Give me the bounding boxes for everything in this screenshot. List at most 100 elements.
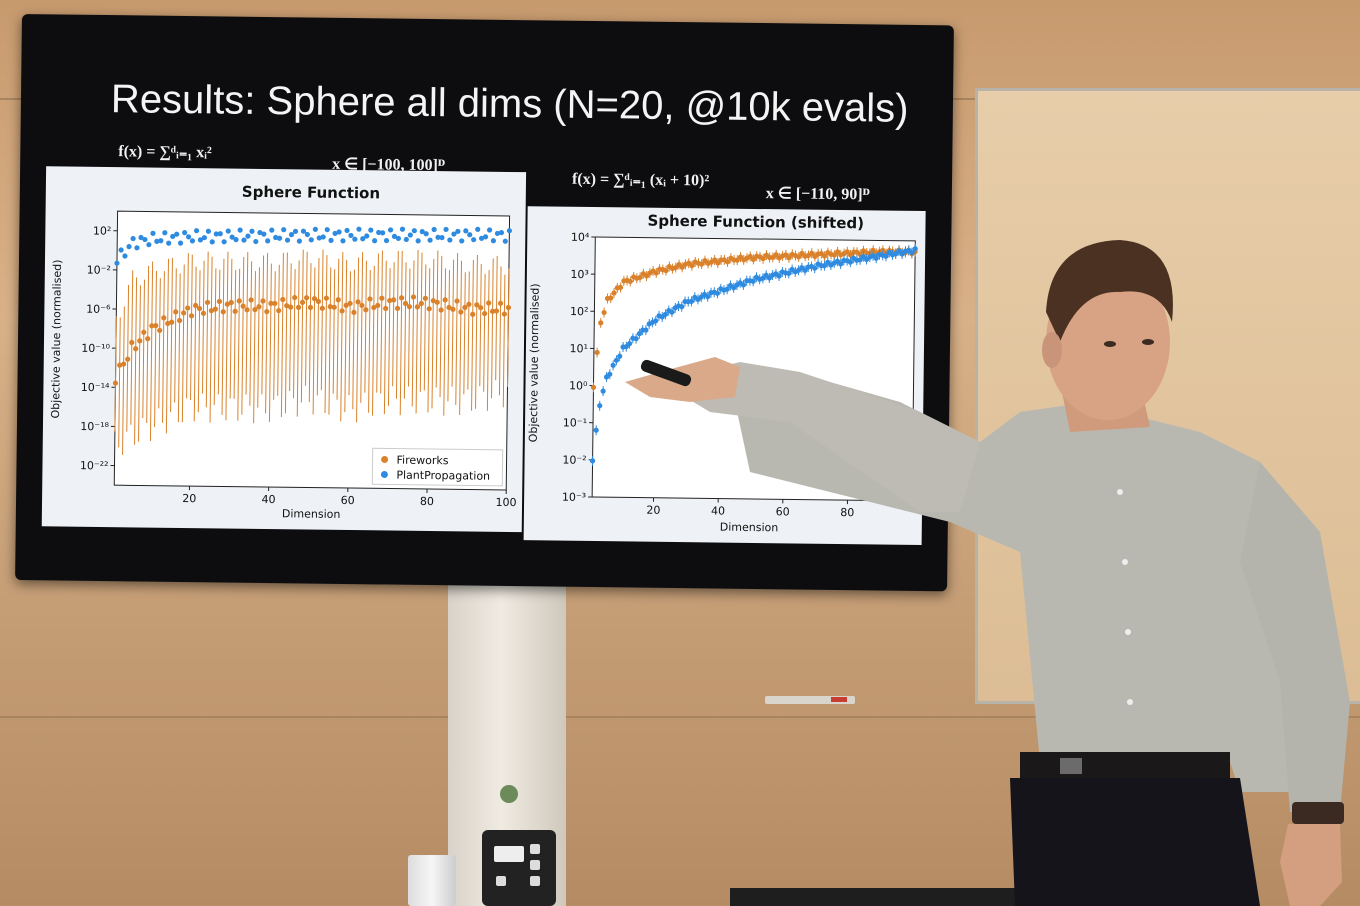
- data-point: [264, 309, 270, 315]
- error-bar: [280, 252, 284, 417]
- error-bar: [221, 258, 225, 415]
- data-point: [643, 327, 649, 333]
- error-bar: [486, 270, 490, 411]
- data-point: [281, 227, 287, 233]
- data-point: [489, 308, 496, 314]
- data-point: [205, 228, 212, 234]
- error-bar: [371, 265, 375, 416]
- y-tick-label: 10⁴: [571, 231, 590, 244]
- data-point: [498, 230, 505, 236]
- y-tick-label: 10²: [570, 305, 589, 318]
- error-bar: [134, 277, 138, 445]
- error-bar: [475, 254, 478, 409]
- data-point: [284, 237, 291, 243]
- data-point: [130, 235, 136, 242]
- y-tick-label: 10⁻¹⁰: [81, 342, 110, 355]
- error-bar: [241, 257, 245, 415]
- data-point: [705, 294, 711, 300]
- error-bar: [170, 257, 173, 413]
- error-bar: [419, 252, 423, 392]
- data-point: [637, 274, 643, 281]
- data-point: [356, 226, 362, 232]
- data-point: [360, 236, 366, 242]
- legend-marker: [380, 470, 388, 478]
- data-point: [351, 309, 357, 316]
- data-point: [331, 304, 337, 310]
- data-point: [121, 361, 127, 367]
- data-point: [633, 336, 639, 342]
- error-bar: [467, 271, 470, 390]
- data-point: [288, 232, 295, 238]
- plot-area: [113, 210, 511, 491]
- legend-label: PlantPropagation: [396, 469, 490, 483]
- data-point: [117, 362, 123, 368]
- data-point: [669, 309, 675, 315]
- data-point: [248, 297, 254, 303]
- data-point: [740, 282, 747, 288]
- error-bar: [245, 252, 249, 395]
- data-point: [300, 228, 307, 234]
- error-bar: [336, 258, 340, 400]
- data-point: [679, 304, 685, 310]
- error-bar: [300, 249, 304, 403]
- data-point: [188, 313, 195, 319]
- data-point: [447, 237, 453, 243]
- data-point: [724, 286, 730, 292]
- data-point: [292, 294, 298, 301]
- data-point: [597, 403, 603, 409]
- data-point: [253, 238, 259, 245]
- data-point: [415, 238, 421, 244]
- data-point: [636, 331, 642, 337]
- data-point: [831, 252, 837, 258]
- error-bar: [154, 270, 157, 428]
- error-bar: [383, 260, 387, 415]
- error-bar: [201, 260, 205, 394]
- data-point: [312, 226, 318, 232]
- data-point: [304, 231, 310, 238]
- error-bar: [395, 250, 399, 399]
- y-tick-label: 10²: [93, 224, 112, 237]
- data-point: [786, 255, 792, 261]
- data-point: [265, 238, 271, 244]
- x-tick-label: 40: [711, 504, 725, 517]
- data-point: [158, 238, 164, 244]
- y-tick-label: 10⁻³: [562, 491, 586, 504]
- data-point: [193, 302, 199, 309]
- data-point: [809, 250, 815, 256]
- data-point: [760, 256, 766, 262]
- data-point: [653, 270, 659, 276]
- error-bar: [344, 259, 348, 413]
- data-point: [371, 304, 377, 311]
- error-bar: [463, 272, 466, 395]
- data-point: [256, 304, 262, 310]
- data-point: [129, 339, 135, 346]
- error-bar: [225, 251, 229, 421]
- data-point: [315, 298, 322, 305]
- data-point: [200, 310, 207, 316]
- formula-right: f(x) = ∑ᵈᵢ₌₁ (xᵢ + 10)²: [571, 170, 710, 190]
- data-point: [410, 294, 417, 300]
- data-point: [594, 349, 600, 356]
- y-tick-label: 10⁻¹⁴: [81, 381, 110, 394]
- data-point: [307, 304, 314, 311]
- y-tick-label: 10⁰: [569, 379, 588, 392]
- data-point: [796, 254, 802, 260]
- data-point: [332, 230, 338, 237]
- data-point: [177, 240, 184, 246]
- data-point: [280, 296, 286, 303]
- error-bar: [177, 273, 181, 423]
- data-point: [626, 341, 633, 347]
- error-bar: [455, 253, 459, 405]
- data-point: [166, 240, 172, 246]
- error-bar: [380, 250, 383, 394]
- data-point: [308, 237, 314, 243]
- data-point: [451, 231, 457, 237]
- stand-badge-icon: [500, 785, 518, 803]
- data-point: [593, 427, 599, 433]
- data-point: [458, 309, 464, 315]
- data-point: [343, 302, 349, 308]
- error-bar: [348, 271, 351, 396]
- data-point: [125, 356, 131, 362]
- data-point: [320, 234, 326, 240]
- data-point: [189, 238, 196, 244]
